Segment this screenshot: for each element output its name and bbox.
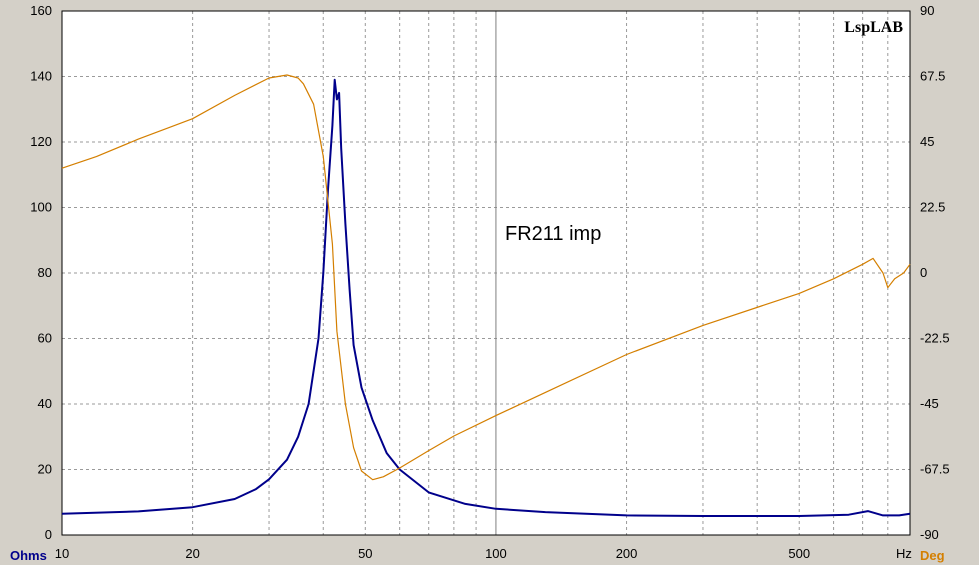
right-tick-label: -22.5 <box>920 331 950 346</box>
x-axis-unit: Hz <box>896 546 912 561</box>
chart-annotation: FR211 imp <box>505 223 601 245</box>
x-tick-label: 500 <box>788 546 810 561</box>
x-tick-label: 20 <box>185 546 199 561</box>
right-tick-label: 90 <box>920 3 934 18</box>
right-axis-unit: Deg <box>920 548 945 563</box>
right-tick-label: -45 <box>920 396 939 411</box>
right-tick-label: 22.5 <box>920 200 945 215</box>
left-tick-label: 80 <box>38 265 52 280</box>
left-tick-label: 40 <box>38 396 52 411</box>
right-axis-ticks: -90 -67.5 -45 -22.5 0 22.5 45 67.5 90 <box>920 3 950 542</box>
right-tick-label: 67.5 <box>920 69 945 84</box>
left-tick-label: 140 <box>30 69 52 84</box>
left-tick-label: 0 <box>45 527 52 542</box>
x-axis-ticks: 10 20 50 100 200 500 <box>55 546 810 561</box>
phase-series-line <box>61 74 911 481</box>
grid-lines <box>62 11 910 535</box>
x-tick-label: 50 <box>358 546 372 561</box>
left-tick-label: 20 <box>38 462 52 477</box>
right-tick-label: -67.5 <box>920 462 950 477</box>
plot-border <box>61 10 911 536</box>
x-tick-label: 200 <box>616 546 638 561</box>
impedance-series-line <box>61 78 911 517</box>
left-tick-label: 100 <box>30 200 52 215</box>
right-tick-label: -90 <box>920 527 939 542</box>
x-tick-label: 100 <box>485 546 507 561</box>
plot-area <box>62 11 910 535</box>
brand-logo-text: LspLAB <box>844 19 903 36</box>
left-axis-ticks: 0 20 40 60 80 100 120 140 160 <box>30 3 52 542</box>
left-tick-label: 160 <box>30 3 52 18</box>
left-tick-label: 60 <box>38 331 52 346</box>
right-tick-label: 45 <box>920 134 934 149</box>
right-tick-label: 0 <box>920 265 927 280</box>
series-layer <box>61 74 911 517</box>
x-tick-label: 10 <box>55 546 69 561</box>
left-axis-unit: Ohms <box>10 548 47 563</box>
left-tick-label: 120 <box>30 134 52 149</box>
